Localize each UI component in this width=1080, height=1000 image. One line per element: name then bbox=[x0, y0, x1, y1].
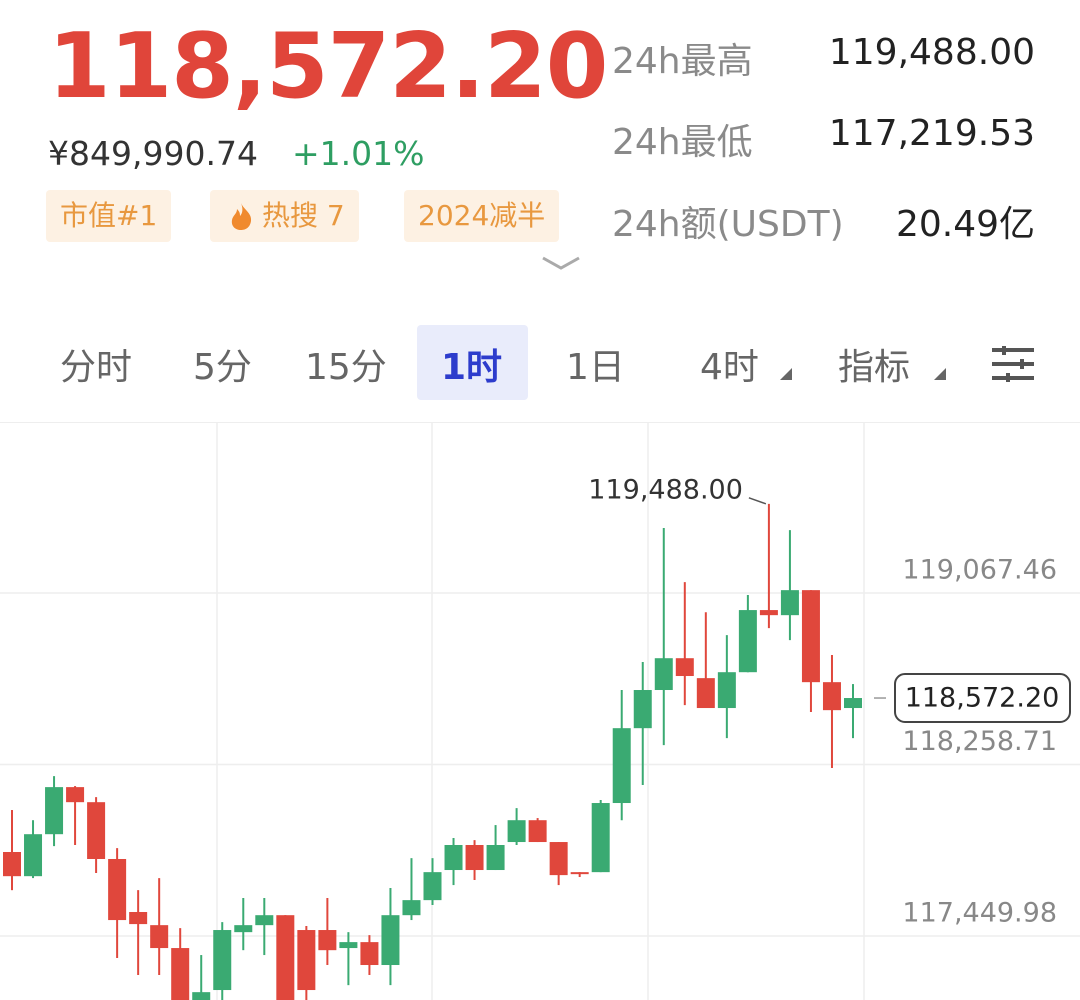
last-price-box bbox=[894, 673, 1071, 724]
candle-body bbox=[717, 672, 736, 709]
candle-body bbox=[696, 678, 715, 709]
tab[interactable]: 指标 bbox=[838, 347, 911, 388]
candle-body bbox=[486, 845, 505, 871]
candle-body bbox=[171, 948, 190, 1000]
change: +1.01% bbox=[292, 134, 425, 173]
candle-body bbox=[444, 845, 463, 871]
stat-label: 24h最高 bbox=[612, 41, 753, 82]
candle-body bbox=[66, 787, 85, 803]
candle-body bbox=[738, 610, 757, 673]
tag[interactable]: 2024减半 bbox=[404, 190, 560, 242]
candle-body bbox=[87, 802, 106, 859]
candle-body bbox=[822, 682, 841, 711]
tab[interactable]: 1时 bbox=[441, 347, 503, 388]
candle-body bbox=[150, 925, 169, 949]
candle-body bbox=[528, 820, 547, 843]
candle-body bbox=[570, 872, 589, 875]
last-price-label: 118,572.20 bbox=[905, 683, 1060, 714]
candlestick-chart: 119,067.46 118,258.71 117,449.98 119,488.00… bbox=[0, 422, 1080, 1000]
y-tick-label: 119,067.46 bbox=[902, 555, 1057, 586]
candle-body bbox=[844, 698, 862, 709]
candle-body bbox=[801, 590, 820, 683]
candle-body bbox=[465, 845, 484, 871]
time-grid bbox=[216, 422, 865, 1000]
candle-body bbox=[318, 930, 337, 951]
expand-chevron[interactable] bbox=[540, 254, 582, 272]
dropdown-arrow bbox=[934, 368, 946, 380]
candle-body bbox=[654, 658, 673, 691]
candle-body bbox=[423, 872, 442, 901]
tab[interactable]: 1日 bbox=[566, 347, 625, 388]
candle-body bbox=[276, 915, 295, 1000]
candle-body bbox=[3, 852, 21, 877]
candle-body bbox=[213, 930, 232, 991]
candle-body bbox=[780, 590, 799, 616]
dropdown-arrow bbox=[780, 368, 792, 380]
y-tick-label: 118,258.71 bbox=[902, 726, 1057, 757]
tab[interactable]: 15分 bbox=[305, 347, 387, 388]
candle-body bbox=[255, 915, 274, 926]
stat-value: 117,219.53 bbox=[828, 113, 1035, 154]
candle-body bbox=[339, 942, 358, 949]
tab[interactable]: 5分 bbox=[193, 347, 252, 388]
candle-body bbox=[129, 912, 148, 925]
candle-body bbox=[507, 820, 526, 843]
candle-body bbox=[591, 803, 610, 873]
candle-body bbox=[360, 942, 379, 966]
tag[interactable]: 市值#1 bbox=[46, 190, 172, 242]
settings-icon[interactable] bbox=[992, 346, 1036, 382]
max-label: 119,488.00 bbox=[588, 474, 743, 505]
candle-body bbox=[675, 658, 694, 677]
candles bbox=[3, 503, 862, 1000]
stat-value: 20.49亿 bbox=[895, 204, 1035, 245]
candle-body bbox=[192, 992, 211, 1000]
candle-body bbox=[45, 787, 64, 835]
candle-body bbox=[297, 930, 316, 991]
candle-body bbox=[633, 690, 652, 729]
candle-body bbox=[381, 915, 400, 966]
fire-icon bbox=[231, 203, 252, 230]
max-pointer bbox=[748, 497, 767, 505]
cny-price: ¥849,990.74 bbox=[48, 134, 258, 173]
stat-label: 24h额(USDT) bbox=[612, 204, 844, 245]
candle-body bbox=[24, 834, 43, 877]
active-tab-bg bbox=[417, 325, 528, 400]
candle-body bbox=[759, 610, 778, 616]
stat-label: 24h最低 bbox=[612, 122, 753, 163]
candle-body bbox=[549, 842, 568, 876]
tab[interactable]: 分时 bbox=[60, 347, 133, 388]
candle-body bbox=[402, 900, 421, 916]
y-tick-label: 117,449.98 bbox=[902, 897, 1057, 928]
stat-value: 119,488.00 bbox=[828, 32, 1035, 73]
candle-body bbox=[612, 728, 631, 804]
price: 118,572.20 bbox=[48, 14, 608, 119]
candle-body bbox=[234, 925, 253, 933]
candle-body bbox=[108, 858, 127, 921]
tab[interactable]: 4时 bbox=[700, 347, 759, 388]
